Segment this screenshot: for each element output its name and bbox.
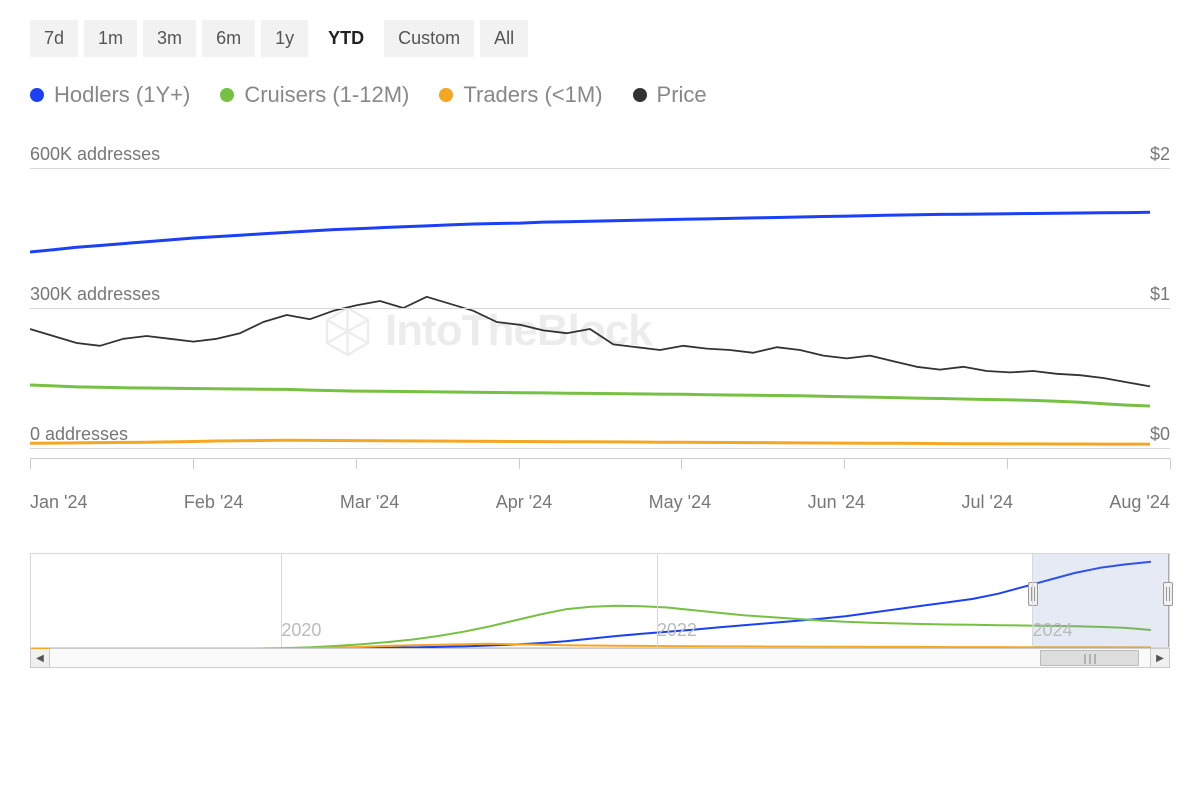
legend-item[interactable]: Price — [633, 82, 707, 108]
legend-dot — [220, 88, 234, 102]
gridline — [30, 168, 1170, 169]
x-label: Aug '24 — [1109, 492, 1170, 513]
y-right-label: $2 — [1150, 144, 1170, 165]
scrollbar[interactable]: ◀ ▶ — [30, 648, 1170, 668]
scroll-track[interactable] — [50, 648, 1150, 668]
minimap-handle-right[interactable] — [1163, 582, 1173, 606]
time-btn-3m[interactable]: 3m — [143, 20, 196, 57]
legend-label: Hodlers (1Y+) — [54, 82, 190, 108]
scroll-right-button[interactable]: ▶ — [1150, 648, 1170, 668]
x-tickbar — [30, 458, 1170, 468]
legend-item[interactable]: Traders (<1M) — [439, 82, 602, 108]
legend: Hodlers (1Y+) Cruisers (1-12M) Traders (<1… — [30, 82, 1170, 108]
y-left-label: 600K addresses — [30, 144, 160, 165]
time-btn-1m[interactable]: 1m — [84, 20, 137, 57]
minimap-year-label: 2022 — [657, 620, 697, 641]
minimap-year-label: 2024 — [1032, 620, 1072, 641]
time-btn-1y[interactable]: 1y — [261, 20, 308, 57]
time-btn-all[interactable]: All — [480, 20, 528, 57]
legend-label: Price — [657, 82, 707, 108]
x-label: Feb '24 — [184, 492, 243, 513]
legend-item[interactable]: Hodlers (1Y+) — [30, 82, 190, 108]
legend-dot — [439, 88, 453, 102]
legend-label: Cruisers (1-12M) — [244, 82, 409, 108]
time-btn-custom[interactable]: Custom — [384, 20, 474, 57]
legend-item[interactable]: Cruisers (1-12M) — [220, 82, 409, 108]
minimap-handle-left[interactable] — [1028, 582, 1038, 606]
main-chart: IntoTheBlock 0 addresses300K addresses60… — [30, 168, 1170, 478]
scroll-thumb[interactable] — [1040, 650, 1139, 666]
time-range-selector: 7d1m3m6m1yYTDCustomAll — [30, 20, 1170, 57]
scroll-left-button[interactable]: ◀ — [30, 648, 50, 668]
minimap[interactable]: 2020 2022 2024 — [30, 553, 1170, 648]
time-btn-6m[interactable]: 6m — [202, 20, 255, 57]
minimap-year-label: 2020 — [281, 620, 321, 641]
x-label: Mar '24 — [340, 492, 399, 513]
time-btn-ytd[interactable]: YTD — [314, 20, 378, 57]
legend-dot — [633, 88, 647, 102]
legend-dot — [30, 88, 44, 102]
y-right-label: $0 — [1150, 424, 1170, 445]
x-label: Jun '24 — [808, 492, 865, 513]
x-label: May '24 — [649, 492, 711, 513]
y-left-label: 300K addresses — [30, 284, 160, 305]
gridline — [30, 448, 1170, 449]
legend-label: Traders (<1M) — [463, 82, 602, 108]
time-btn-7d[interactable]: 7d — [30, 20, 78, 57]
y-left-label: 0 addresses — [30, 424, 128, 445]
x-label: Apr '24 — [496, 492, 552, 513]
x-labels: Jan '24 Feb '24 Mar '24 Apr '24 May '24 Jun '… — [30, 492, 1170, 513]
gridline — [30, 308, 1170, 309]
x-label: Jul '24 — [962, 492, 1013, 513]
y-right-label: $1 — [1150, 284, 1170, 305]
x-label: Jan '24 — [30, 492, 87, 513]
minimap-svg — [31, 554, 1151, 649]
